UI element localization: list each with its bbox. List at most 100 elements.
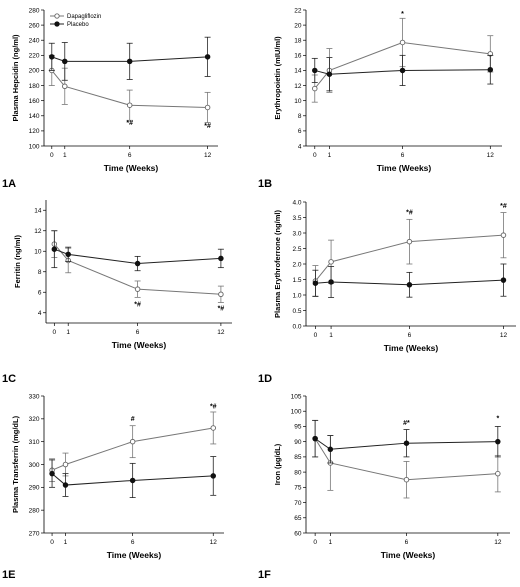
legend-marker (54, 21, 60, 27)
chart-panel-1e: 270 280 290 300 310 320 330 0 1 6 12 Time (Weeks) Pl… (2, 393, 224, 581)
x-tick-label: 1 (328, 152, 332, 159)
y-tick-label: 300 (29, 462, 40, 469)
data-point-placebo (312, 67, 318, 74)
x-tick-label: 0 (314, 332, 318, 339)
data-point-dapagliflozin (134, 286, 141, 292)
series-line-placebo (314, 69, 491, 75)
x-tick-label: 0 (50, 152, 54, 159)
data-point-dapagliflozin (204, 104, 211, 111)
y-tick-label: 320 (29, 416, 40, 423)
chart-panel-1f: 60 65 70 75 80 85 90 95 100 105 0 1 6 12 Time (Weeks) I… (258, 393, 510, 581)
y-tick-label: 1.0 (292, 292, 301, 299)
x-tick-label: 1 (329, 539, 333, 546)
y-tick-label: 65 (294, 515, 302, 522)
series-line-placebo (314, 438, 498, 450)
x-axis-label: Time (Weeks) (384, 343, 439, 353)
y-tick-label: 270 (29, 530, 40, 537)
y-tick-label: 160 (29, 98, 40, 105)
y-tick-label: 60 (294, 530, 302, 537)
x-tick-label: 1 (66, 329, 70, 336)
x-tick-label: 6 (128, 152, 132, 159)
data-point-placebo (312, 280, 319, 286)
panel-label: 1E (2, 569, 15, 581)
series-line-placebo (315, 279, 504, 286)
x-axis-label: Time (Weeks) (377, 163, 432, 173)
data-point-placebo (487, 66, 494, 73)
panel-label: 1A (2, 178, 16, 190)
x-tick-label: 6 (405, 539, 409, 546)
data-point-placebo (134, 260, 141, 267)
x-tick-label: 6 (401, 152, 405, 159)
x-tick-label: 0 (50, 539, 54, 546)
y-tick-label: 330 (29, 393, 40, 400)
data-point-placebo (126, 58, 133, 65)
y-tick-label: 95 (294, 424, 302, 431)
x-tick-label: 0 (313, 152, 317, 159)
series-line-placebo (51, 473, 214, 486)
y-tick-label: 120 (29, 128, 40, 135)
x-axis-label: Time (Weeks) (104, 163, 159, 173)
significance-annotation: *# (134, 302, 141, 309)
y-axis-label: Plasma Hepcidin (ng/ml) (11, 34, 20, 122)
data-point-placebo (328, 279, 334, 285)
data-point-placebo (129, 477, 136, 484)
legend-marker (54, 13, 60, 19)
data-point-dapagliflozin (406, 238, 413, 245)
y-tick-label: 10 (34, 249, 42, 256)
y-tick-label: 105 (291, 393, 302, 400)
significance-annotation: *# (204, 123, 211, 130)
legend-entry-dapagliflozin: Dapagliflozin (67, 14, 101, 20)
data-point-placebo (403, 440, 410, 446)
data-point-dapagliflozin (403, 476, 410, 483)
data-point-placebo (495, 438, 501, 445)
y-tick-label: 4 (38, 310, 42, 317)
data-point-dapagliflozin (399, 39, 406, 46)
series-line-dapagliflozin (314, 41, 491, 89)
y-tick-label: 2.0 (292, 261, 301, 268)
y-tick-label: 8 (298, 113, 302, 120)
data-point-placebo (327, 446, 334, 453)
data-point-dapagliflozin (500, 232, 507, 238)
data-point-dapagliflozin (312, 85, 318, 92)
significance-annotation: *# (126, 120, 133, 127)
data-point-placebo (406, 282, 413, 288)
data-point-placebo (204, 54, 211, 60)
series-line-placebo (51, 56, 208, 62)
y-tick-label: 14 (294, 68, 302, 75)
y-tick-label: 3.5 (292, 215, 301, 222)
y-tick-label: 140 (29, 113, 40, 120)
data-point-placebo (210, 473, 217, 479)
significance-annotation: * (401, 11, 404, 18)
data-point-placebo (326, 71, 333, 77)
y-axis-label: Plasma Erythroferrone (ng/ml) (273, 210, 282, 318)
y-tick-label: 3.0 (292, 230, 301, 237)
y-tick-label: 1.5 (292, 277, 301, 284)
y-tick-label: 85 (294, 454, 302, 461)
data-point-placebo (218, 255, 224, 262)
legend: Dapagliflozin Placebo (50, 13, 101, 28)
x-axis-label: Time (Weeks) (112, 340, 167, 350)
significance-annotation: *# (218, 306, 225, 313)
y-tick-label: 8 (38, 269, 42, 276)
chart-panel-1d: 0.0 0.5 1.0 1.5 2.0 2.5 3.0 3.5 4.0 0 1 6 12 Time (We… (258, 199, 516, 385)
y-tick-label: 280 (29, 7, 40, 14)
y-tick-label: 80 (294, 469, 302, 476)
data-point-dapagliflozin (328, 259, 334, 265)
y-tick-label: 20 (294, 22, 302, 29)
y-tick-label: 0.0 (292, 323, 301, 330)
data-point-placebo (65, 251, 71, 258)
data-point-placebo (49, 54, 55, 60)
panel-label: 1D (258, 373, 272, 385)
data-point-dapagliflozin (62, 83, 68, 90)
x-tick-label: 6 (408, 332, 412, 339)
y-tick-label: 4 (298, 143, 302, 150)
y-tick-label: 310 (29, 439, 40, 446)
x-tick-label: 1 (64, 539, 68, 546)
significance-annotation: *# (406, 209, 413, 216)
significance-annotation: * (496, 415, 499, 422)
x-tick-label: 12 (217, 329, 225, 336)
data-point-dapagliflozin (495, 470, 501, 477)
y-tick-label: 22 (294, 7, 302, 14)
legend-entry-placebo: Placebo (67, 22, 89, 28)
